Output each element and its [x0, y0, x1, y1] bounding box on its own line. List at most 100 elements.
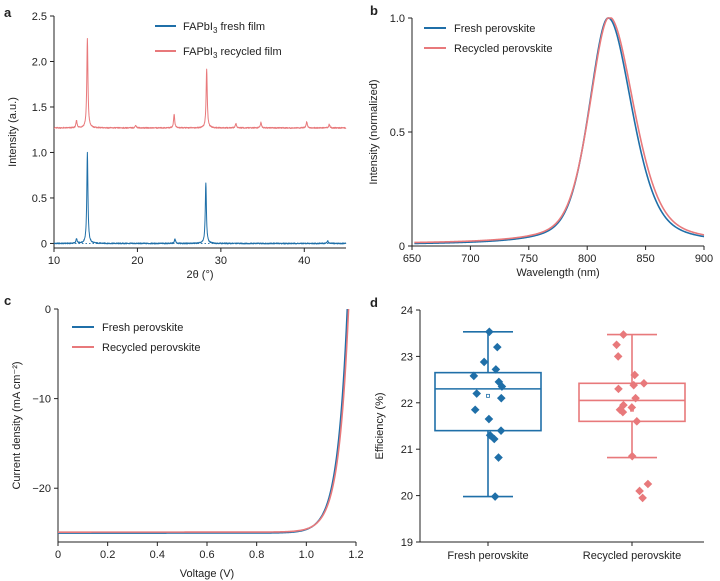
y-tick-label: 22 — [401, 398, 413, 410]
x-tick-label: 650 — [403, 253, 421, 265]
panel-c-jv-chart: 0 0.2 0.4 0.6 0.8 1.0 1.2 0 −10 −20 Voltage (V) Cur… — [11, 304, 364, 580]
recycled-jv-line — [58, 308, 350, 533]
x-axis-title: Wavelength (nm) — [516, 267, 599, 279]
data-point — [643, 479, 653, 489]
x-tick-label: 1.2 — [348, 549, 363, 561]
legend-label: Fresh perovskite — [102, 322, 183, 334]
data-point — [612, 340, 621, 350]
y-tick-label: 2.0 — [32, 56, 47, 68]
data-point — [496, 426, 506, 435]
iqr-box — [434, 371, 542, 432]
x-tick-label: 900 — [695, 253, 713, 265]
legend-label: FAPbI3 recycled film — [183, 46, 282, 60]
recycled-pl-line — [414, 17, 705, 244]
data-point — [494, 453, 503, 462]
x-tick-label: 0.8 — [249, 549, 264, 561]
data-point — [627, 451, 637, 461]
data-point — [613, 352, 623, 361]
x-tick-label: 700 — [461, 253, 479, 265]
data-point — [485, 430, 495, 440]
x-tick-label: 750 — [520, 253, 538, 265]
data-point — [479, 357, 489, 367]
y-axis-title: Efficiency (%) — [374, 392, 386, 459]
x-tick-label: 800 — [578, 253, 596, 265]
x-tick-label: 0 — [55, 549, 61, 561]
y-tick-label: 0 — [399, 241, 405, 253]
data-point — [629, 380, 639, 390]
data-point — [489, 434, 499, 444]
x-tick-label: 850 — [636, 253, 654, 265]
panel-a-letter: a — [4, 5, 12, 20]
data-point — [491, 365, 501, 374]
data-point — [618, 407, 628, 417]
legend-label: FAPbI3 fresh film — [183, 21, 265, 35]
y-tick-label: 20 — [401, 491, 413, 503]
data-point — [619, 330, 628, 339]
mean-marker — [486, 393, 490, 398]
x-tick-label: 1.0 — [299, 549, 314, 561]
data-point — [470, 405, 480, 415]
x-tick-label: 40 — [298, 255, 310, 267]
y-tick-label: 0 — [41, 238, 47, 250]
y-axis-title: Intensity (normalized) — [368, 79, 380, 184]
fresh-film-xrd-line — [53, 151, 347, 245]
y-axis-title: Intensity (a.u.) — [7, 97, 19, 167]
y-tick-label: 21 — [401, 444, 413, 456]
y-tick-label: 0.5 — [32, 193, 47, 205]
legend-label: Recycled perovskite — [454, 43, 552, 55]
data-point — [632, 417, 642, 426]
x-tick-label: 30 — [215, 255, 227, 267]
x-axis-title: Voltage (V) — [180, 568, 234, 580]
y-tick-label: 1.0 — [390, 13, 405, 25]
data-point — [631, 393, 640, 403]
panel-a-xrd-chart: 10 20 30 40 0 0.5 1.0 1.5 2.0 2.5 2θ (°) Intensity … — [7, 11, 347, 281]
y-tick-label: 24 — [401, 305, 413, 317]
iqr-box — [578, 382, 686, 423]
legend-a: FAPbI3 fresh film FAPbI3 recycled film — [155, 21, 282, 60]
fresh-boxplot — [434, 327, 542, 501]
x-tick-label: 20 — [131, 255, 143, 267]
y-tick-label: 23 — [401, 351, 413, 363]
data-point — [497, 382, 507, 391]
y-tick-label: −10 — [32, 394, 51, 406]
x-category-label: Fresh perovskite — [447, 550, 528, 562]
x-tick-label: 0.2 — [100, 549, 115, 561]
panel-b-pl-chart: 650 700 750 800 850 900 0 0.5 1.0 Wavelength (nm)… — [368, 13, 713, 279]
data-point — [630, 370, 640, 380]
panel-b-letter: b — [370, 3, 378, 18]
panel-c-letter: c — [4, 293, 11, 308]
data-point — [493, 342, 502, 352]
data-point — [635, 486, 644, 496]
fresh-pl-line — [414, 17, 705, 245]
data-point — [639, 379, 649, 388]
y-tick-label: 0 — [45, 304, 51, 316]
x-tick-label: 0.4 — [150, 549, 165, 561]
data-point — [469, 371, 479, 381]
data-point — [638, 493, 647, 503]
y-tick-label: 2.5 — [32, 11, 47, 23]
x-category-label: Recycled perovskite — [583, 550, 681, 562]
x-tick-label: 10 — [48, 255, 60, 267]
y-tick-label: −20 — [32, 483, 51, 495]
x-axis-title: 2θ (°) — [186, 269, 213, 281]
data-point — [627, 403, 637, 412]
data-point — [496, 393, 506, 403]
data-point — [490, 492, 500, 501]
y-tick-label: 1.5 — [32, 102, 47, 114]
y-tick-label: 19 — [401, 537, 413, 549]
data-point — [614, 384, 623, 394]
y-tick-label: 1.0 — [32, 147, 47, 159]
y-tick-label: 0.5 — [390, 127, 405, 139]
data-point — [472, 389, 482, 398]
panel-d-efficiency-chart: 19 20 21 22 23 24 Efficiency (%) Fresh perovski… — [374, 305, 704, 562]
data-point — [484, 414, 494, 424]
data-point — [485, 327, 494, 337]
y-axis-title: Current density (mA cm⁻²) — [11, 361, 23, 489]
legend-label: Recycled perovskite — [102, 342, 200, 354]
x-tick-label: 0.6 — [199, 549, 214, 561]
data-point — [619, 400, 628, 410]
recycled-boxplot — [578, 330, 686, 503]
legend-label: Fresh perovskite — [454, 23, 535, 35]
panel-d-letter: d — [370, 295, 378, 310]
